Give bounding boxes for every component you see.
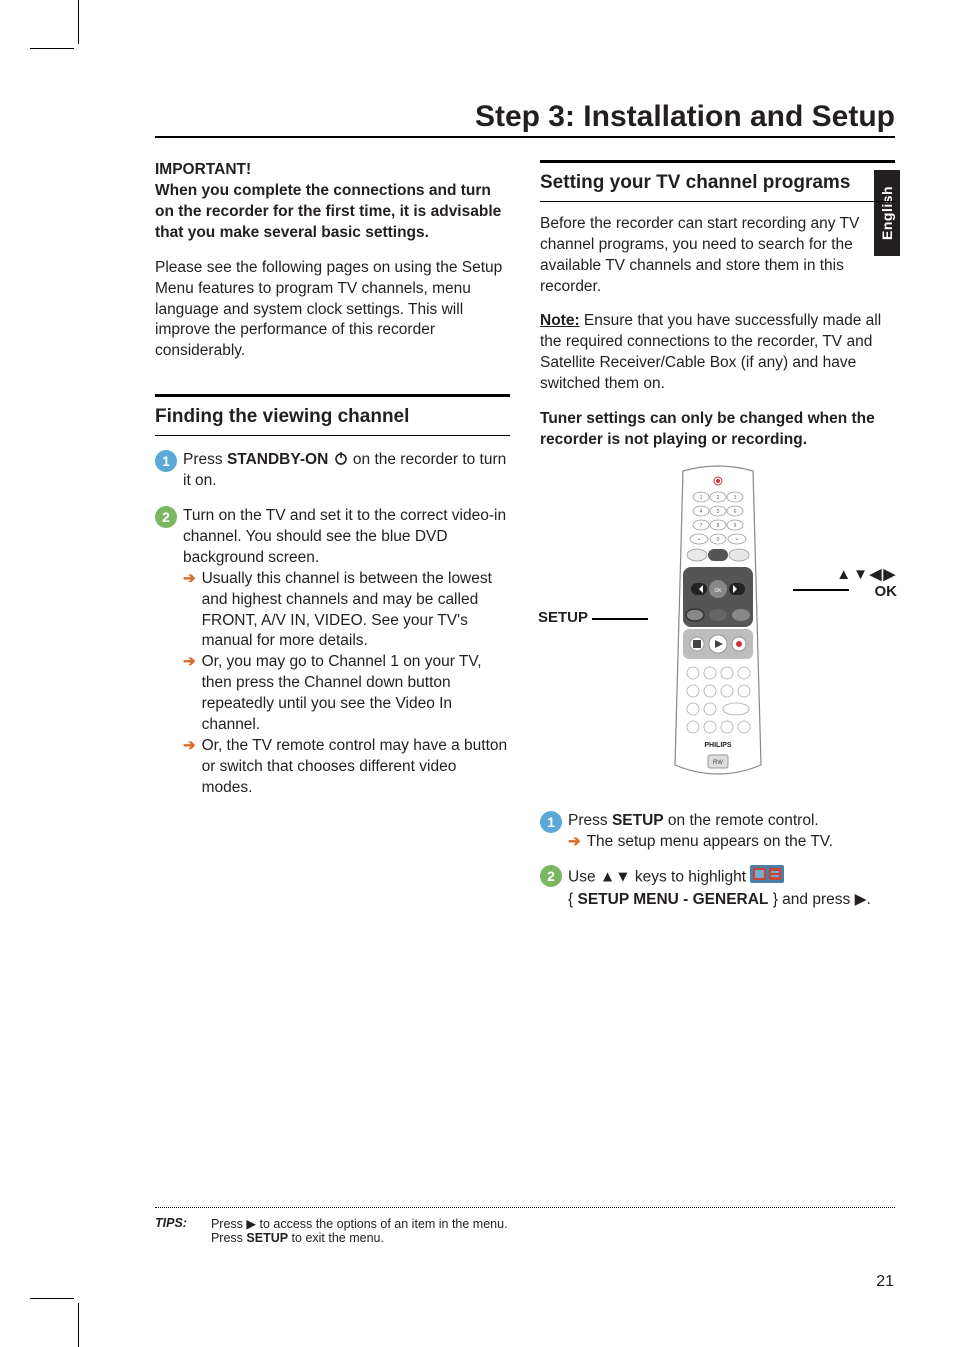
tips-bar: TIPS: Press ▶ to access the options of a… [155, 1207, 895, 1245]
tips-line2: Press SETUP to exit the menu. [211, 1231, 508, 1245]
page-number: 21 [876, 1273, 894, 1291]
svg-text:+: + [697, 537, 700, 543]
arrow-icon: ➔ [568, 832, 581, 852]
setting-step2: Use ▲▼ keys to highlight { SE [568, 865, 871, 911]
crop-mark [78, 0, 79, 44]
finding-step2-d: Or, the TV remote control may have a but… [202, 736, 510, 799]
svg-text:7: 7 [699, 523, 702, 529]
crop-mark [78, 1303, 79, 1347]
arrow-icon: ➔ [183, 569, 196, 589]
callout-setup-label: SETUP [538, 609, 588, 626]
arrow-icon: ➔ [183, 736, 196, 756]
finding-step2-a: Turn on the TV and set it to the correct… [183, 506, 510, 569]
svg-text:6: 6 [733, 509, 736, 515]
tips-line1: Press ▶ to access the options of an item… [211, 1216, 508, 1231]
general-menu-icon [750, 865, 784, 883]
finding-step2-c: Or, you may go to Channel 1 on your TV, … [202, 652, 510, 736]
svg-text:2: 2 [716, 495, 719, 501]
finding-step2-b: Usually this channel is between the lowe… [202, 569, 510, 653]
power-icon [333, 450, 349, 466]
callout-arrows-label: ▲▼◀▶ [836, 565, 897, 583]
tuner-note: Tuner settings can only be changed when … [540, 409, 895, 451]
svg-text:9: 9 [733, 523, 736, 529]
page-title: Step 3: Installation and Setup [155, 100, 895, 134]
svg-text:OK: OK [714, 588, 722, 594]
step-badge-2: 2 [155, 506, 177, 528]
setting-p1: Before the recorder can start recording … [540, 214, 895, 298]
step-badge-2: 2 [540, 865, 562, 887]
setting-step1-result: The setup menu appears on the TV. [587, 832, 833, 853]
important-heading: IMPORTANT! [155, 161, 251, 178]
page-title-bar: Step 3: Installation and Setup [155, 100, 895, 138]
crop-mark [30, 48, 74, 49]
finding-step1: Press STANDBY-ON on the recorder to turn… [183, 450, 510, 492]
svg-text:4: 4 [699, 509, 702, 515]
crop-mark [30, 1298, 74, 1299]
setting-note: Note: Ensure that you have successfully … [540, 311, 895, 395]
setting-heading: Setting your TV channel programs [540, 163, 895, 201]
arrow-icon: ➔ [183, 652, 196, 672]
remote-svg: 1 2 3 4 5 6 7 8 9 0 + + [653, 465, 783, 785]
intro-paragraph: Please see the following pages on using … [155, 258, 510, 363]
svg-text:1: 1 [699, 495, 702, 501]
svg-text:5: 5 [716, 509, 719, 515]
svg-text:0: 0 [716, 537, 719, 543]
remote-illustration: 1 2 3 4 5 6 7 8 9 0 + + [540, 465, 895, 795]
svg-text:8: 8 [716, 523, 719, 529]
step-badge-1: 1 [540, 811, 562, 833]
step-badge-1: 1 [155, 450, 177, 472]
setting-step1: Press SETUP on the remote control. [568, 811, 833, 832]
svg-text:+: + [735, 537, 738, 543]
svg-text:RW: RW [713, 760, 723, 766]
svg-text:PHILIPS: PHILIPS [704, 742, 732, 749]
callout-ok-label: OK [836, 583, 897, 600]
important-body: When you complete the connections and tu… [155, 182, 501, 241]
tips-label: TIPS: [155, 1216, 187, 1245]
finding-heading: Finding the viewing channel [155, 397, 510, 435]
svg-text:3: 3 [733, 495, 736, 501]
